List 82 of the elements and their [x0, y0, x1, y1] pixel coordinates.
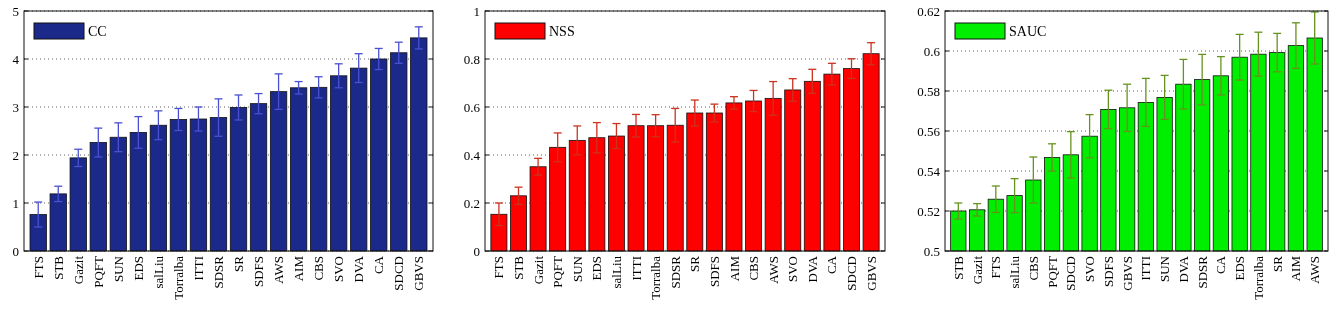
y-tick-label: 0.58: [917, 83, 940, 99]
x-tick-label: AIM: [726, 255, 742, 282]
x-tick-label: salLiu: [150, 255, 166, 289]
x-tick-label: SDSR: [211, 255, 227, 289]
legend-label: SAUC: [1009, 23, 1047, 39]
x-tick-label: SDCD: [844, 256, 860, 291]
x-tick-label: AWS: [765, 256, 781, 284]
y-tick-label: 0.54: [917, 163, 941, 179]
y-tick-label: 0.6: [923, 43, 941, 59]
x-tick-label: SR: [231, 255, 247, 272]
legend-label: CC: [88, 23, 107, 39]
x-tick-label: SR: [687, 255, 703, 272]
x-tick-label: SVO: [1082, 256, 1098, 283]
x-tick-label: FTS: [30, 256, 46, 279]
x-tick-label: SUN: [1157, 255, 1173, 283]
x-tick-label: ITTI: [191, 256, 207, 281]
x-tick-label: DVA: [1175, 255, 1191, 283]
x-tick-label: FTS: [491, 256, 507, 279]
y-tick-label: 4: [12, 51, 20, 67]
y-tick-label: 1: [473, 3, 480, 19]
x-tick-label: SVO: [331, 256, 347, 283]
y-tick-label: 0.56: [917, 123, 941, 139]
x-tick-label: PQFT: [550, 255, 566, 288]
x-tick-label: Torralba: [1250, 255, 1266, 300]
x-tick-label: CBS: [1025, 256, 1041, 281]
y-tick-label: 0: [473, 243, 480, 259]
x-tick-label: STB: [50, 255, 66, 280]
y-tick-label: 0.8: [463, 51, 480, 67]
x-tick-label: Torralba: [170, 255, 186, 300]
x-tick-label: DVA: [351, 255, 367, 283]
y-tick-label: 0.62: [917, 3, 940, 19]
x-tick-label: SDFS: [706, 256, 722, 288]
x-tick-label: Torralba: [648, 255, 664, 300]
x-tick-label: FTS: [988, 256, 1004, 279]
x-tick-label: STB: [950, 255, 966, 280]
x-tick-label: GBVS: [411, 256, 427, 291]
x-tick-label: STB: [511, 255, 527, 280]
x-tick-label: SR: [1269, 255, 1285, 272]
x-tick-label: CBS: [746, 256, 762, 281]
x-tick-label: EDS: [589, 256, 605, 281]
x-tick-label: Gazit: [70, 255, 86, 285]
x-tick-label: Gazit: [530, 255, 546, 285]
x-tick-label: EDS: [1232, 256, 1248, 281]
x-tick-label: DVA: [804, 255, 820, 283]
x-tick-label: GBVS: [863, 256, 879, 291]
x-tick-label: salLiu: [608, 255, 624, 289]
x-tick-label: ITTI: [628, 256, 644, 281]
x-tick-label: AWS: [1307, 256, 1323, 284]
x-tick-label: SDSR: [667, 255, 683, 289]
x-tick-label: SDCD: [391, 256, 407, 291]
y-tick-label: 1: [12, 195, 19, 211]
y-tick-label: 0.2: [463, 195, 480, 211]
x-tick-label: AWS: [271, 256, 287, 284]
x-tick-label: AIM: [1288, 255, 1304, 282]
x-tick-label: PQFT: [90, 255, 106, 288]
x-tick-label: SDFS: [1100, 256, 1116, 288]
x-tick-label: CBS: [311, 256, 327, 281]
x-tick-label: CA: [371, 255, 387, 275]
x-tick-label: Gazit: [969, 255, 985, 285]
x-tick-label: SDCD: [1063, 256, 1079, 291]
x-tick-label: EDS: [130, 256, 146, 281]
x-tick-label: SVO: [785, 256, 801, 283]
x-tick-label: GBVS: [1119, 256, 1135, 291]
x-tick-label: SDSR: [1194, 255, 1210, 289]
y-tick-label: 0.52: [917, 203, 940, 219]
x-tick-label: SDFS: [251, 256, 267, 288]
y-tick-label: 0: [12, 243, 19, 259]
x-tick-label: CA: [824, 255, 840, 275]
x-tick-label: CA: [1213, 255, 1229, 275]
x-tick-label: ITTI: [1138, 256, 1154, 281]
y-tick-label: 0.4: [463, 147, 481, 163]
x-tick-label: SUN: [569, 255, 585, 283]
y-tick-label: 3: [12, 99, 19, 115]
x-tick-label: PQFT: [1044, 255, 1060, 288]
legend-label: NSS: [549, 23, 575, 39]
y-tick-label: 5: [12, 3, 19, 19]
x-tick-label: AIM: [291, 255, 307, 282]
x-tick-label: salLiu: [1007, 255, 1023, 289]
y-tick-label: 0.6: [463, 99, 481, 115]
y-tick-label: 2: [12, 147, 19, 163]
y-tick-label: 0.5: [923, 243, 940, 259]
x-tick-label: SUN: [110, 255, 126, 283]
